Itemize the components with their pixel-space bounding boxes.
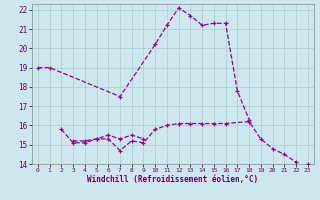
X-axis label: Windchill (Refroidissement éolien,°C): Windchill (Refroidissement éolien,°C) [87, 175, 258, 184]
